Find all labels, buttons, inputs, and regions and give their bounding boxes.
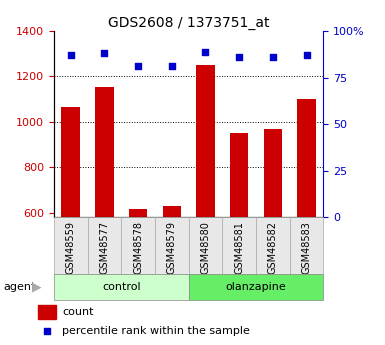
Text: percentile rank within the sample: percentile rank within the sample xyxy=(62,326,250,336)
Point xyxy=(270,55,276,60)
Point xyxy=(169,64,175,69)
Text: count: count xyxy=(62,307,94,317)
Text: ▶: ▶ xyxy=(32,281,42,294)
Bar xyxy=(95,87,114,217)
Point xyxy=(135,64,141,69)
Bar xyxy=(121,217,155,274)
Point xyxy=(203,49,209,54)
Bar xyxy=(196,65,215,217)
Text: GSM48580: GSM48580 xyxy=(201,221,211,274)
Text: GSM48582: GSM48582 xyxy=(268,221,278,274)
Point xyxy=(236,55,242,60)
Bar xyxy=(88,217,121,274)
Bar xyxy=(129,209,147,217)
Text: GSM48559: GSM48559 xyxy=(66,221,76,274)
Bar xyxy=(256,217,290,274)
Text: GDS2608 / 1373751_at: GDS2608 / 1373751_at xyxy=(108,16,270,30)
Bar xyxy=(264,129,282,217)
Text: GSM48579: GSM48579 xyxy=(167,221,177,274)
Bar xyxy=(189,274,323,300)
Point xyxy=(303,52,310,58)
Text: GSM48578: GSM48578 xyxy=(133,221,143,274)
Point xyxy=(44,329,50,334)
Bar xyxy=(54,217,88,274)
Text: agent: agent xyxy=(4,282,36,292)
Point xyxy=(68,52,74,58)
Text: olanzapine: olanzapine xyxy=(226,282,286,292)
Text: GSM48577: GSM48577 xyxy=(99,221,109,275)
Bar xyxy=(290,217,323,274)
Bar xyxy=(155,217,189,274)
Text: control: control xyxy=(102,282,141,292)
Bar xyxy=(297,99,316,217)
Bar xyxy=(162,206,181,217)
Bar xyxy=(223,217,256,274)
Text: GSM48581: GSM48581 xyxy=(234,221,244,274)
Bar xyxy=(62,107,80,217)
Text: GSM48583: GSM48583 xyxy=(301,221,311,274)
Point xyxy=(101,51,107,56)
Bar xyxy=(230,133,248,217)
Bar xyxy=(189,217,223,274)
Bar xyxy=(54,274,189,300)
Bar xyxy=(38,305,56,319)
